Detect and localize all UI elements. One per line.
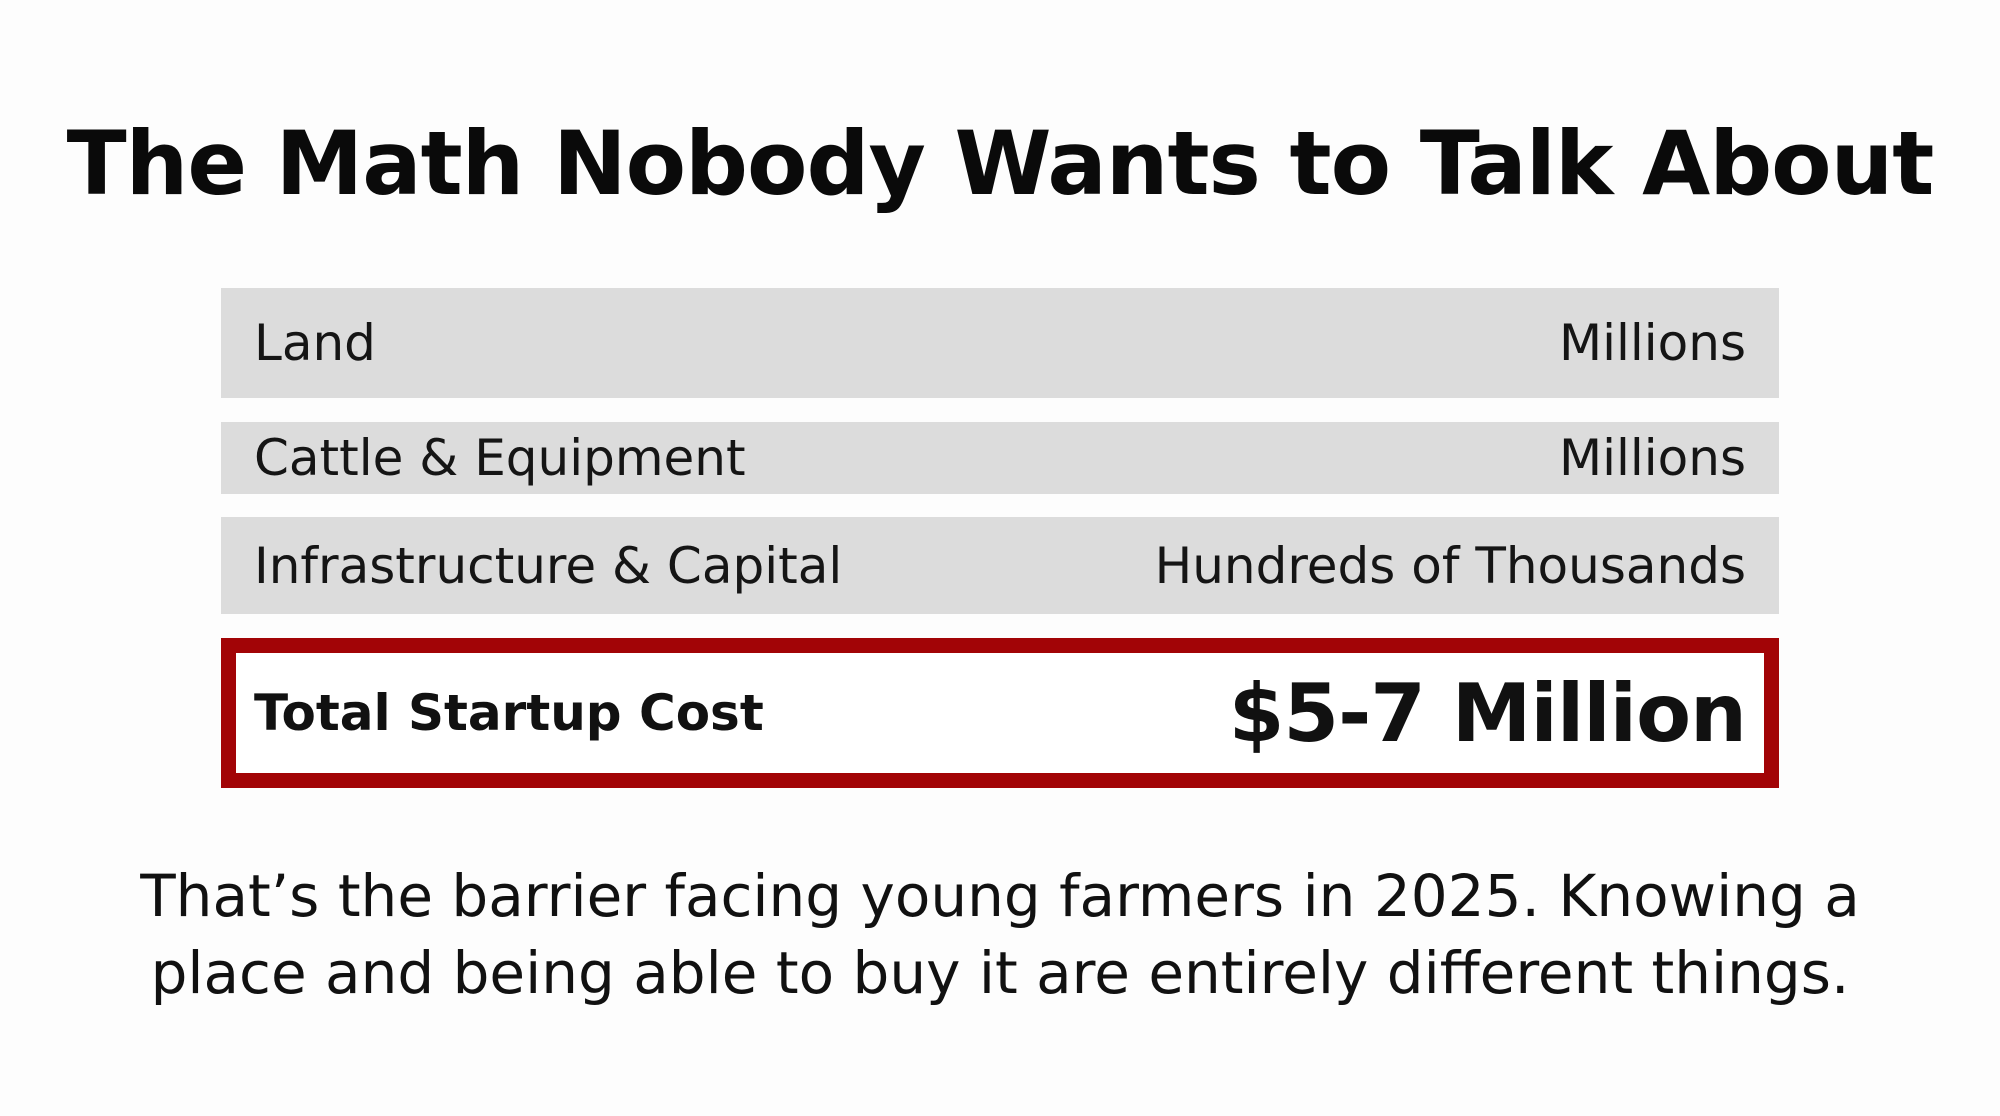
total-cost-label: Total Startup Cost xyxy=(254,684,764,742)
total-cost-box: Total Startup Cost $5-7 Million xyxy=(221,638,1779,788)
cost-row-label: Cattle & Equipment xyxy=(254,429,746,487)
summary-line-1: That’s the barrier facing young farmers … xyxy=(140,862,1860,930)
cost-row-land: Land Millions xyxy=(221,288,1779,398)
total-cost-value: $5-7 Million xyxy=(1228,666,1747,760)
cost-row-cattle-equipment: Cattle & Equipment Millions xyxy=(221,422,1779,494)
page-title: The Math Nobody Wants to Talk About xyxy=(66,112,1935,215)
summary-text: That’s the barrier facing young farmers … xyxy=(0,858,2000,1012)
cost-row-value: Millions xyxy=(1558,429,1746,487)
cost-row-infrastructure-capital: Infrastructure & Capital Hundreds of Tho… xyxy=(221,517,1779,614)
cost-row-label: Land xyxy=(254,314,376,372)
cost-row-value: Millions xyxy=(1558,314,1746,372)
summary-line-2: place and being able to buy it are entir… xyxy=(150,939,1850,1007)
cost-row-label: Infrastructure & Capital xyxy=(254,536,843,595)
cost-row-value: Hundreds of Thousands xyxy=(1154,536,1746,595)
